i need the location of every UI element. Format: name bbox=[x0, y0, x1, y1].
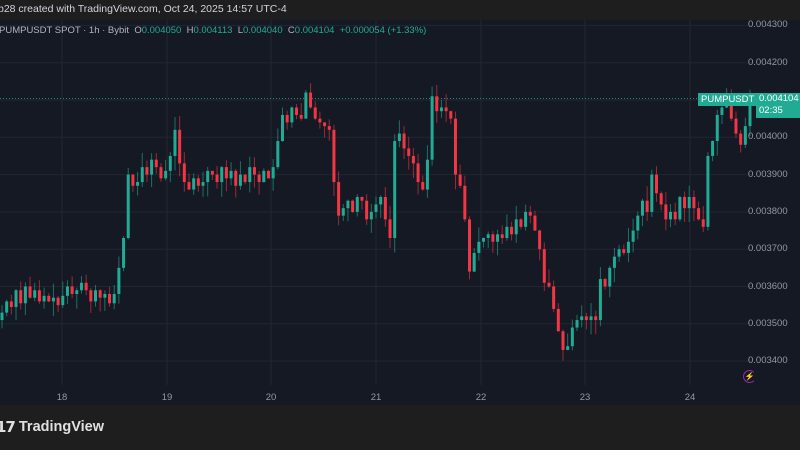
time-tick-label: 19 bbox=[161, 392, 173, 403]
price-tick-label: 0.003800 bbox=[748, 205, 788, 217]
price-tick-label: 0.003600 bbox=[748, 280, 788, 292]
time-tick-label: 20 bbox=[265, 392, 277, 403]
last-price-value: 0.004104 bbox=[759, 93, 799, 104]
time-tick-label: 24 bbox=[684, 392, 696, 403]
tradingview-logo-icon: 17 bbox=[0, 418, 16, 436]
time-tick-label: 22 bbox=[475, 392, 487, 403]
tradingview-logo: 17 TradingView bbox=[0, 418, 104, 436]
close-label: C bbox=[287, 25, 295, 36]
high-label: H bbox=[186, 25, 194, 36]
price-tick-label: 0.004000 bbox=[748, 131, 788, 143]
close-value: 0.004104 bbox=[294, 25, 335, 36]
price-tick-label: 0.004300 bbox=[748, 19, 788, 31]
time-tick-label: 23 bbox=[579, 392, 591, 403]
price-tick-label: 0.003500 bbox=[748, 317, 788, 329]
footer-bar bbox=[0, 405, 800, 450]
bar-countdown: 02:35 bbox=[759, 105, 783, 116]
price-tick-label: 0.003900 bbox=[748, 168, 788, 180]
lightning-icon[interactable]: ⚡ bbox=[743, 370, 756, 383]
change-value: +0.000054 (+1.33%) bbox=[339, 25, 427, 36]
symbol-price-tag: PUMPUSDT bbox=[698, 93, 758, 106]
price-tick-label: 0.004200 bbox=[748, 56, 788, 68]
symbol-legend: PUMPUSDT SPOT · 1h · Bybit O0.004050 H0.… bbox=[0, 25, 426, 36]
low-label: L bbox=[237, 25, 243, 36]
high-value: 0.004113 bbox=[193, 25, 233, 36]
symbol-info: PUMPUSDT SPOT · 1h · Bybit bbox=[0, 25, 130, 36]
price-tick-label: 0.003400 bbox=[748, 355, 788, 367]
tradingview-logo-text: TradingView bbox=[18, 419, 105, 435]
low-value: 0.004040 bbox=[243, 25, 283, 36]
open-value: 0.004050 bbox=[141, 25, 182, 36]
top-bar: b28 created with TradingView.com, Oct 24… bbox=[0, 0, 800, 20]
price-tick-label: 0.003700 bbox=[748, 243, 788, 255]
created-with-text: b28 created with TradingView.com, Oct 24… bbox=[0, 3, 287, 15]
last-price-tag: 0.004104 02:35 bbox=[756, 93, 800, 118]
time-tick-label: 18 bbox=[56, 392, 68, 403]
time-tick-label: 21 bbox=[370, 392, 382, 403]
open-label: O bbox=[134, 25, 142, 36]
